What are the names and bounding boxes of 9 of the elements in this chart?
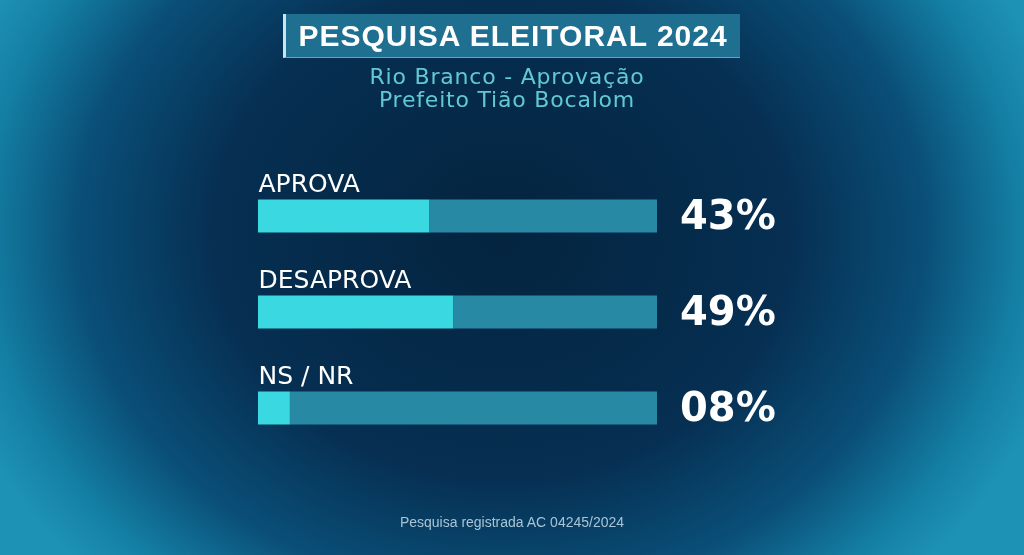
chart-title: PESQUISA ELEITORAL 2024 <box>283 14 740 58</box>
data-label: 43% <box>680 192 776 238</box>
chart-subtitle: Rio Branco - Aprovação Prefeito Tião Bocalom <box>368 64 646 112</box>
data-label: 49% <box>680 288 776 334</box>
y-tick-label: NS / NR <box>258 361 354 390</box>
text: Pesquisa registrada AC 04245/2024 <box>398 514 626 530</box>
y-tick-label: APROVA <box>258 169 360 198</box>
y-tick-label: DESAPROVA <box>258 265 412 294</box>
data-label: 08% <box>680 384 776 430</box>
